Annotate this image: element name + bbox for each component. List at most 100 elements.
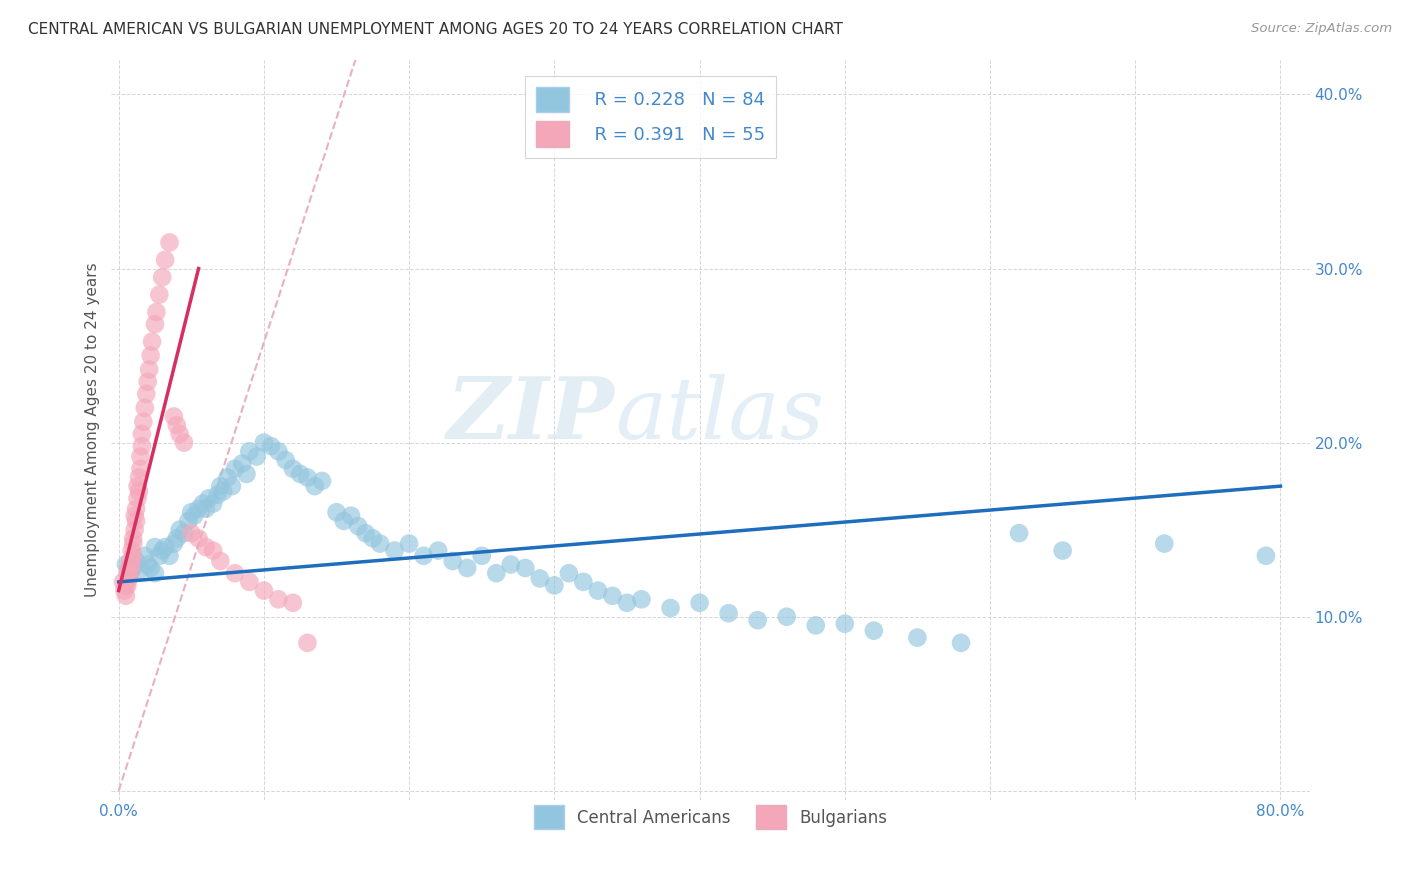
Point (253, 435, 276, 450)
Point (1153, 536, 1175, 550)
Point (515, 561, 537, 575)
Y-axis label: Unemployment Among Ages 20 to 24 years: Unemployment Among Ages 20 to 24 years (86, 262, 100, 597)
Point (202, 497, 225, 511)
Point (150, 543, 173, 558)
Point (197, 491, 219, 506)
Point (246, 450, 269, 464)
Point (169, 523, 191, 537)
Point (747, 613, 769, 627)
Point (804, 618, 827, 632)
Point (134, 549, 156, 563)
Point (905, 631, 928, 645)
Point (120, 554, 142, 568)
Point (163, 536, 186, 550)
Point (187, 532, 209, 546)
Point (194, 540, 217, 554)
Point (1008, 526, 1031, 541)
Point (630, 592, 652, 607)
Point (122, 561, 145, 575)
Point (115, 558, 138, 572)
Point (304, 479, 326, 493)
Point (267, 444, 290, 458)
Legend: Central Americans, Bulgarians: Central Americans, Bulgarians (527, 798, 894, 836)
Point (148, 287, 170, 301)
Point (1254, 549, 1277, 563)
Point (863, 624, 886, 638)
Point (125, 514, 148, 528)
Point (177, 514, 200, 528)
Point (166, 532, 188, 546)
Point (118, 571, 141, 585)
Point (333, 514, 356, 528)
Point (138, 362, 160, 376)
Point (297, 470, 319, 484)
Point (361, 532, 384, 546)
Point (139, 561, 162, 575)
Point (127, 479, 149, 493)
Point (180, 505, 202, 519)
Point (398, 536, 420, 550)
Point (224, 566, 246, 581)
Point (143, 540, 166, 554)
Point (134, 401, 156, 415)
Point (231, 457, 253, 471)
Point (238, 574, 260, 589)
Point (124, 508, 146, 523)
Point (114, 583, 136, 598)
Point (115, 589, 138, 603)
Point (187, 501, 209, 516)
Point (253, 583, 276, 598)
Point (148, 549, 170, 563)
Point (311, 474, 333, 488)
Point (281, 461, 304, 475)
Point (281, 596, 304, 610)
Point (183, 508, 205, 523)
Point (166, 418, 188, 433)
Point (347, 519, 370, 533)
Point (128, 470, 150, 484)
Point (949, 636, 972, 650)
Point (129, 563, 152, 577)
Point (173, 526, 195, 541)
Point (173, 435, 195, 450)
Point (143, 317, 166, 331)
Point (129, 450, 152, 464)
Point (776, 609, 799, 624)
Point (456, 561, 478, 575)
Point (127, 491, 149, 506)
Point (217, 470, 239, 484)
Text: ZIP: ZIP (447, 373, 614, 457)
Point (209, 554, 232, 568)
Point (191, 497, 214, 511)
Point (131, 439, 153, 453)
Point (150, 270, 173, 285)
Point (128, 484, 150, 499)
Point (471, 549, 494, 563)
Point (297, 636, 319, 650)
Point (121, 558, 143, 572)
Point (267, 592, 290, 607)
Point (238, 444, 260, 458)
Point (159, 235, 181, 250)
Point (136, 558, 159, 572)
Point (441, 554, 464, 568)
Point (1052, 543, 1074, 558)
Point (121, 543, 143, 558)
Point (543, 578, 565, 592)
Point (427, 543, 450, 558)
Point (143, 566, 166, 581)
Point (834, 616, 856, 631)
Point (112, 574, 135, 589)
Point (616, 596, 638, 610)
Point (202, 543, 225, 558)
Point (354, 526, 377, 541)
Point (120, 566, 142, 581)
Point (384, 543, 406, 558)
Point (117, 566, 139, 581)
Point (115, 578, 138, 592)
Point (145, 305, 167, 319)
Point (131, 426, 153, 441)
Text: atlas: atlas (614, 374, 824, 456)
Point (325, 505, 347, 519)
Point (659, 601, 682, 615)
